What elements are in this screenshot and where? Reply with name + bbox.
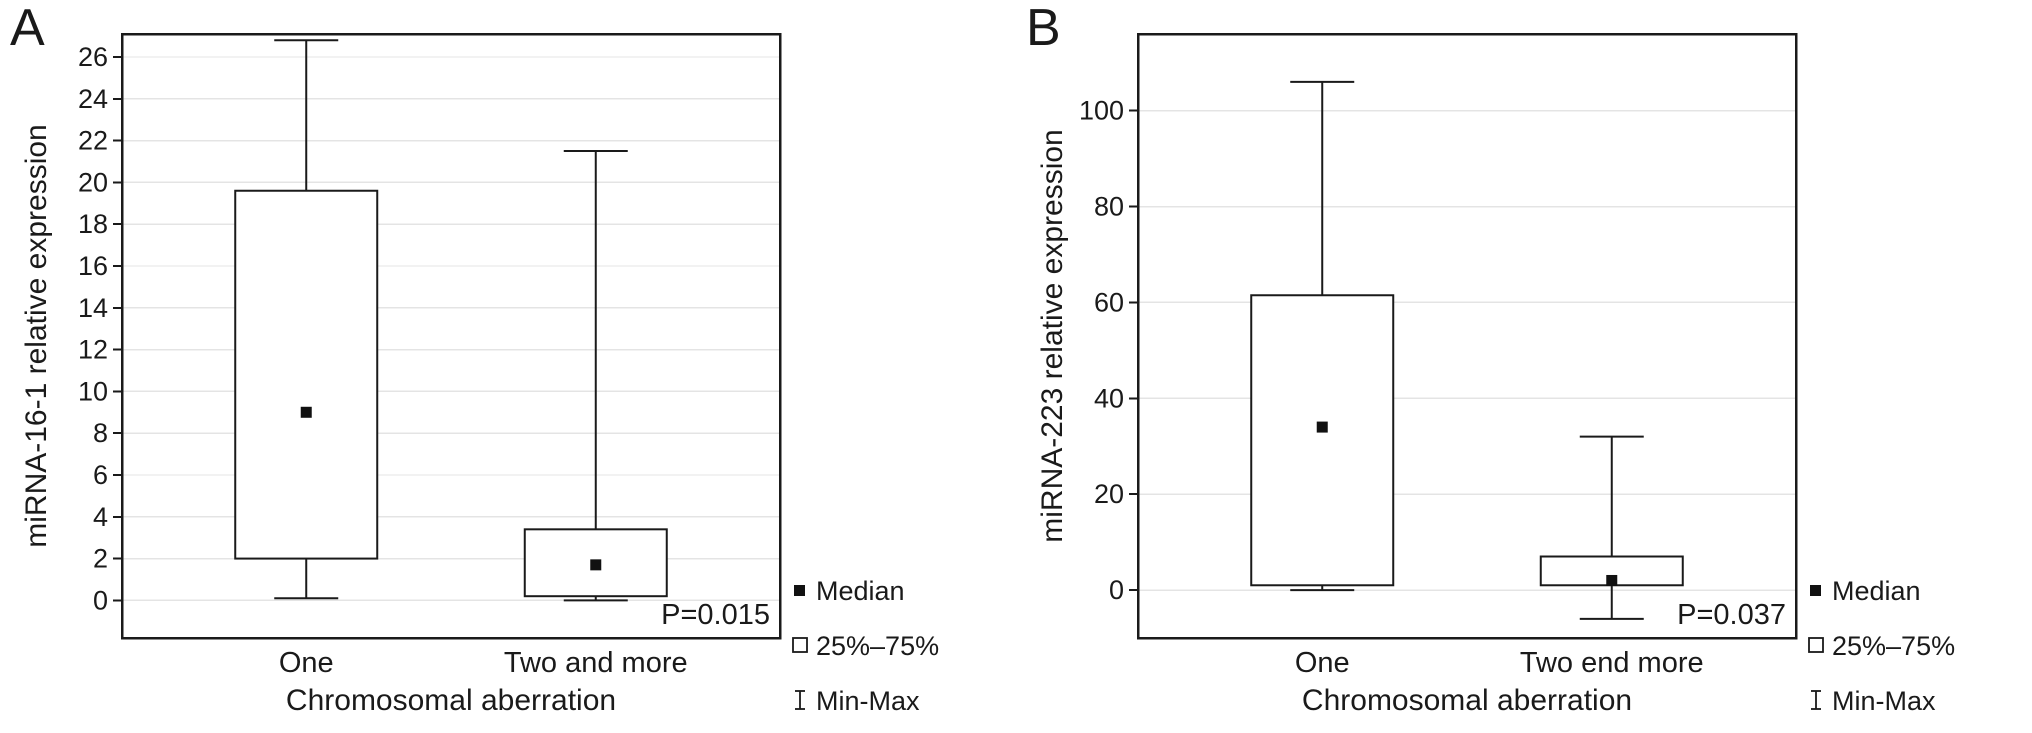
y-tick-label: 20 [78,167,108,197]
y-tick-label: 22 [78,126,108,156]
x-category-label: Two and more [504,647,688,679]
y-tick-label: 24 [78,84,108,114]
y-tick-label: 10 [78,376,108,406]
legend-median-marker [1810,585,1821,596]
y-axis-title: miRNA-16-1 relative expression [20,124,53,548]
boxplot-mirna-223: 0 20 40 60 80 100 miRNA-223 relative expressio… [1036,32,1955,717]
y-tick-label: 12 [78,335,108,365]
y-tick-label: 14 [78,293,108,323]
panel-a-label: A [10,0,45,57]
plot-frame [120,32,782,640]
median-marker [590,559,602,571]
y-tick-label: 0 [1109,575,1124,605]
y-tick-label: 16 [78,251,108,281]
y-tick-label: 80 [1094,192,1124,222]
x-category-label: One [1295,647,1350,679]
panel-b-label: B [1026,0,1061,57]
x-axis-title: Chromosomal aberration [1302,684,1632,717]
y-axis-title: miRNA-223 relative expression [1036,129,1069,543]
legend-box-marker [792,637,808,653]
y-tick-label: 40 [1094,383,1124,413]
median-marker [300,406,312,418]
iqr-box [234,189,379,560]
legend-label: Median [816,576,905,606]
legend-label: Min-Max [816,686,920,716]
median-marker [1316,421,1328,433]
y-tick-label: 26 [78,42,108,72]
y-tick-label: 2 [93,544,108,574]
legend-median-marker [794,585,805,596]
panel-a: A 0 2 4 6 8 10 12 14 16 18 20 22 24 26 miRNA-16-1 rela… [10,0,939,717]
median-marker [1606,574,1618,586]
legend-label: 25%–75% [816,631,939,661]
legend-label: 25%–75% [1832,631,1955,661]
iqr-box [1250,294,1395,587]
y-tick-label: 6 [93,460,108,490]
x-category-label: Two end more [1520,647,1704,679]
y-tick-label: 0 [93,585,108,615]
plot-frame [1136,32,1798,640]
y-tick-label: 4 [93,502,108,532]
y-tick-label: 100 [1079,96,1124,126]
y-tick-label: 20 [1094,479,1124,509]
y-tick-label: 18 [78,209,108,239]
legend-box-marker [1808,637,1824,653]
p-value-annotation: P=0.015 [661,599,770,631]
p-value-annotation: P=0.037 [1677,599,1786,631]
x-axis-title: Chromosomal aberration [286,684,616,717]
x-category-label: One [279,647,334,679]
y-tick-label: 8 [93,418,108,448]
panel-b: B 0 20 40 60 80 100 miRNA-223 relative express… [1016,0,2032,733]
legend-label: Min-Max [1832,686,1936,716]
legend-label: Median [1832,576,1921,606]
y-tick-label: 60 [1094,287,1124,317]
